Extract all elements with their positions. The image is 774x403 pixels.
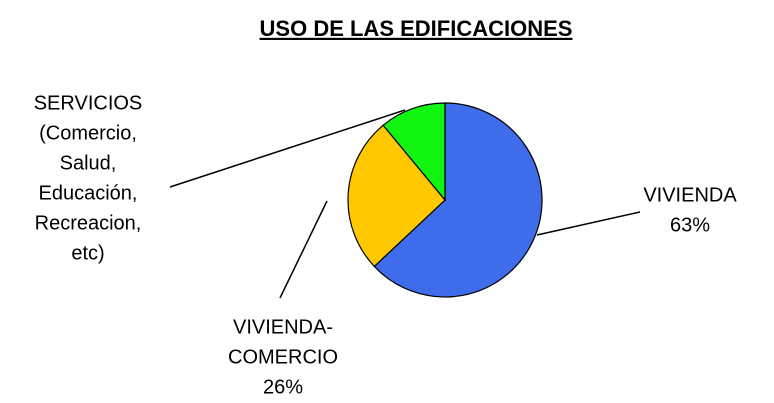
value-label: 26% bbox=[263, 376, 303, 398]
slice-label: VIVIENDA bbox=[643, 184, 737, 206]
value-label: 63% bbox=[670, 214, 710, 236]
slice-label: SERVICIOS bbox=[34, 92, 143, 114]
slice-label: Recreacion, bbox=[35, 212, 142, 234]
leader-line bbox=[279, 200, 328, 299]
slice-label: VIVIENDA- bbox=[233, 316, 333, 338]
slice-label: (Comercio, bbox=[39, 122, 137, 144]
slice-label: Salud, bbox=[60, 152, 117, 174]
slice-label: Educación, bbox=[39, 182, 138, 204]
slice-label: etc) bbox=[71, 242, 104, 264]
pie-slice bbox=[382, 102, 446, 202]
pie-slice bbox=[373, 102, 543, 298]
leader-line bbox=[169, 109, 406, 188]
slice-label: COMERCIO bbox=[228, 346, 338, 368]
chart-title: USO DE LAS EDIFICACIONES bbox=[260, 16, 573, 41]
pie-slice bbox=[347, 124, 446, 268]
leader-line bbox=[536, 211, 641, 236]
